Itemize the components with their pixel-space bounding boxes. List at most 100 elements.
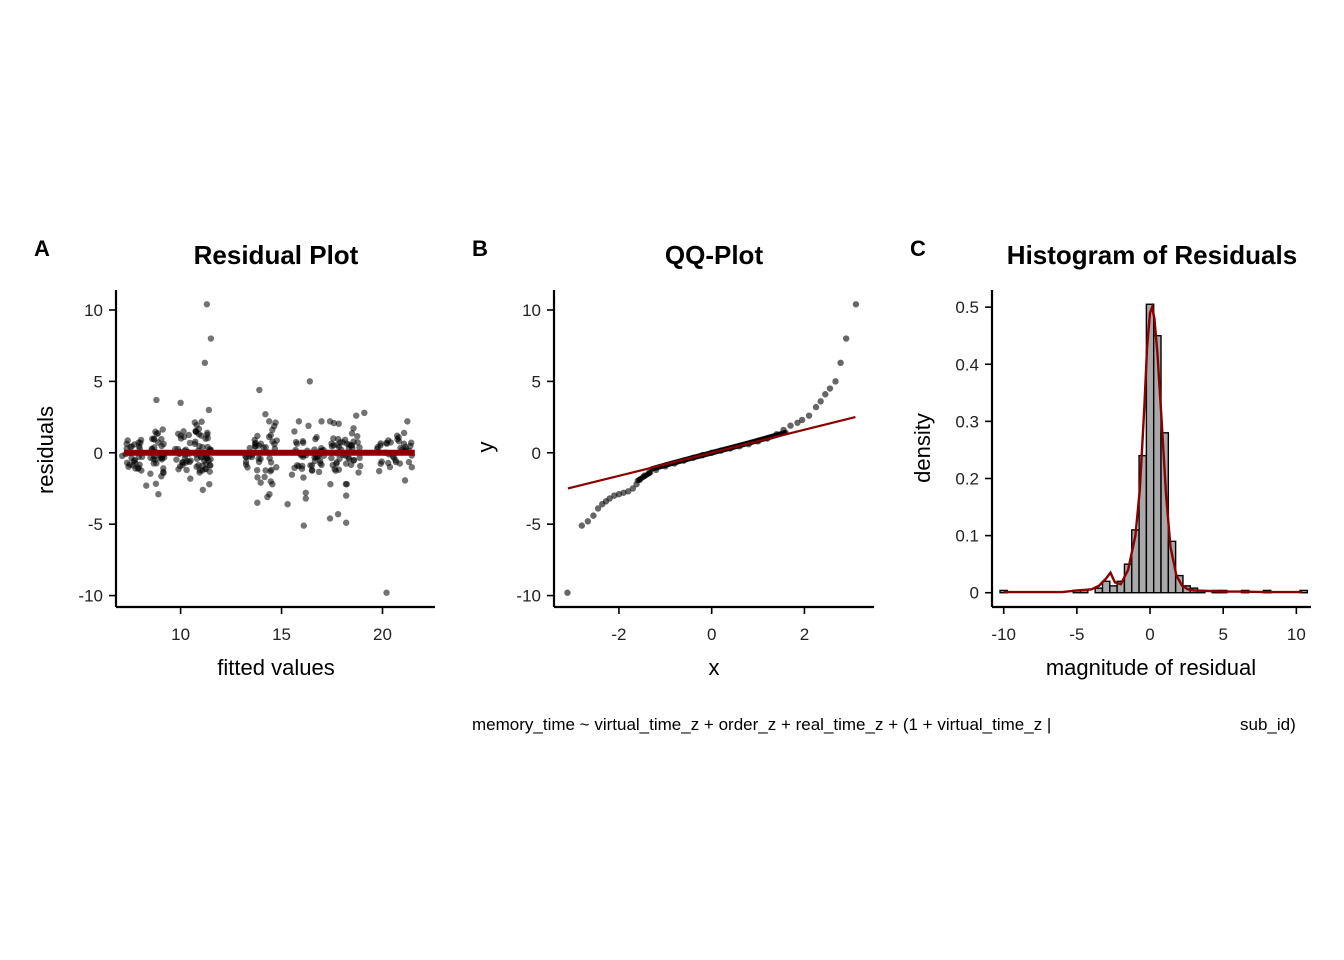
residual-point [302,489,309,496]
residual-point [284,500,291,508]
residual-point [152,428,159,435]
residual-point [272,419,279,426]
residual-point [341,436,349,443]
residual-point [271,440,278,448]
residual-point [375,467,383,475]
residual-point [185,431,193,439]
residual-point [204,454,211,462]
residual-point [203,301,211,308]
residual-point [198,418,205,425]
residual-point [387,439,394,446]
residual-plot-y-tick-label: 5 [94,372,103,391]
histogram-bar [1109,585,1118,594]
model-formula-caption: memory_time ~ virtual_time_z + order_z +… [472,715,1051,734]
residual-point [350,425,357,432]
residual-point [357,462,364,470]
residual-point [173,456,180,463]
qq-point [564,589,571,596]
residual-point [305,422,312,430]
residual-point [199,443,206,451]
residual-point [404,418,411,425]
residual-point [333,459,340,466]
residual-point [378,458,385,465]
qq-plot-y-tick-label: -5 [526,515,541,534]
qq-plot-y-tick-label: 10 [522,301,541,320]
residual-point [311,457,319,465]
residual-point [300,474,307,481]
qq-point [625,488,632,495]
residual-point [199,462,206,469]
residual-point [252,443,259,450]
residual-point [255,455,262,462]
residual-point [158,435,165,443]
residual-point [266,418,273,425]
residual-point [206,480,213,488]
qq-point [594,505,602,512]
residual-point [334,435,342,443]
residual-point [355,469,362,476]
histogram-x-tick-label: 5 [1218,625,1227,644]
qq-plot-title: QQ-Plot [665,240,764,270]
residual-plot-y-tick-label: 0 [94,444,103,463]
residual-point [356,454,363,462]
histogram-marks: -10 -5 0 5 10 0 0.1 0.2 0.3 0.4 0.5 [955,290,1311,644]
residual-point [131,441,138,448]
qq-point [629,485,637,492]
residual-point [199,486,207,494]
residual-point [405,458,413,466]
residual-point [353,412,360,419]
qq-point [812,403,820,411]
residual-point [256,386,263,394]
residual-point [158,454,166,461]
residual-point [158,442,165,450]
residual-point [288,471,296,478]
residual-plot-y-tick-label: 10 [84,301,103,320]
residual-point [267,431,274,439]
residual-point [207,335,215,342]
qq-point [826,385,834,392]
residual-point [192,438,199,445]
residual-plot-xlabel: fitted values [217,655,334,680]
qq-plot-x-tick-label: 0 [707,625,716,644]
residual-point [118,452,126,460]
residual-point [131,457,139,464]
qq-plot-x-tick-label: -2 [611,625,626,644]
histogram-y-tick-label: 0.1 [955,527,979,546]
histogram-y-tick-label: 0.3 [955,412,979,431]
panel-letter-c: C [910,236,926,261]
residual-point [261,473,268,481]
residual-point [348,430,356,437]
residual-point [254,474,261,481]
qq-plot-ylabel: y [473,442,498,453]
residual-point [262,444,269,451]
residual-point [175,466,182,473]
histogram-y-tick-label: 0.2 [955,469,979,488]
residual-plot-x-tick-label: 10 [171,625,190,644]
residual-point [262,467,269,474]
histogram-x-tick-label: 10 [1287,625,1306,644]
histogram-ylabel: density [910,413,935,483]
residual-point [361,409,368,417]
residual-point [408,439,415,446]
residual-point [295,418,303,425]
qq-point [832,378,839,385]
histogram-x-tick-label: -5 [1069,625,1084,644]
qq-plot-marks: -2 0 2 -10 -5 0 5 10 [516,290,874,644]
residual-point [300,522,307,529]
residual-point [198,432,205,439]
residual-point [401,477,409,484]
qq-plot-x-tick-label: 2 [800,625,809,644]
qq-point [822,391,829,398]
residual-point [328,454,335,462]
residual-point [267,459,275,466]
qq-point [852,301,860,308]
residual-point [257,479,264,486]
qq-point [578,522,586,529]
residual-point [292,438,300,446]
qq-point [584,518,592,525]
residual-point [408,464,416,471]
residual-point [179,459,186,466]
residual-point [334,510,342,518]
histogram-panel: C Histogram of Residuals magnitude of re… [910,236,1311,680]
residual-point [153,460,160,467]
